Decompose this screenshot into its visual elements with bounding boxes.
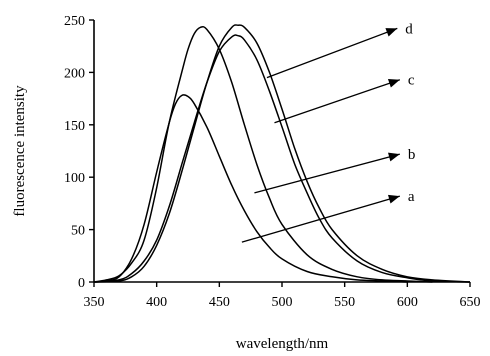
pointer-arrowhead-a (387, 194, 400, 204)
x-tick-label: 450 (209, 295, 230, 310)
x-tick-label: 550 (334, 295, 355, 310)
curve-label-d: d (405, 21, 413, 37)
pointer-line-c (274, 79, 401, 124)
x-tick-label: 400 (146, 295, 167, 310)
pointer-line-a (241, 195, 400, 243)
pointer-line-b (254, 153, 400, 194)
y-tick-label: 50 (71, 224, 85, 239)
pointer-arrowhead-b (388, 152, 400, 162)
curve-label-b: b (408, 147, 416, 163)
curve-label-c: c (408, 73, 415, 89)
pointer-arrowhead-c (387, 79, 400, 88)
pointer-line-d (266, 27, 398, 79)
pointer-arrowhead-d (385, 28, 398, 37)
y-tick-label: 100 (64, 171, 85, 186)
curve-d (93, 24, 471, 283)
y-axis-title: fluorescence intensity (12, 85, 28, 217)
curve-pointers: d c b a (241, 21, 416, 243)
curve-b (93, 25, 433, 283)
x-ticks: 350 400 450 500 550 600 650 (84, 282, 481, 310)
y-tick-label: 250 (64, 14, 85, 29)
x-tick-label: 500 (272, 295, 293, 310)
curve-c (93, 34, 471, 283)
x-tick-label: 600 (397, 295, 418, 310)
x-tick-label: 350 (84, 295, 105, 310)
curves (93, 24, 471, 283)
x-tick-label: 650 (460, 295, 481, 310)
y-tick-label: 200 (64, 66, 85, 81)
x-axis-title: wavelength/nm (236, 336, 329, 352)
y-ticks: 0 50 100 150 200 250 (64, 14, 94, 291)
curve-label-a: a (408, 189, 415, 205)
curve-a (93, 94, 408, 283)
y-tick-label: 0 (78, 276, 85, 291)
y-tick-label: 150 (64, 119, 85, 134)
